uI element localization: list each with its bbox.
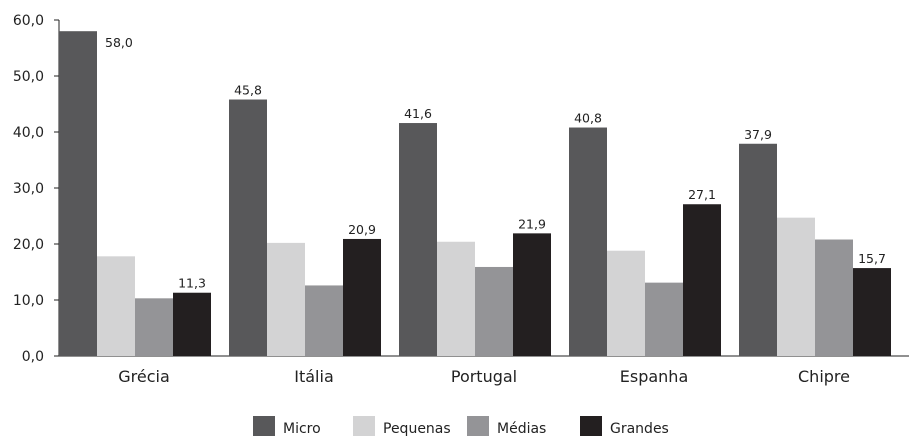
data-label-grandes-1: 20,9 <box>348 222 376 237</box>
y-tick-label: 0,0 <box>22 349 44 365</box>
y-tick-label: 60,0 <box>13 13 44 29</box>
bar-médias-3 <box>645 282 683 356</box>
bar-médias-2 <box>475 266 513 356</box>
legend-swatch <box>253 416 275 436</box>
legend-swatch <box>467 416 489 436</box>
legend-item-médias: Médias <box>467 416 546 436</box>
legend-label: Pequenas <box>383 421 451 436</box>
data-label-micro-4: 37,9 <box>744 127 772 142</box>
y-tick-label: 50,0 <box>13 69 44 85</box>
data-label-micro-3: 40,8 <box>574 111 602 126</box>
y-tick-label: 10,0 <box>13 293 44 309</box>
bar-grandes-1 <box>343 238 381 356</box>
category-label: Portugal <box>451 367 517 386</box>
bar-pequenas-4 <box>777 217 815 356</box>
category-labels: Grécia Itália Portugal Espanha Chipre <box>118 367 850 386</box>
data-label-grandes-3: 27,1 <box>688 187 716 202</box>
legend-item-micro: Micro <box>253 416 321 436</box>
legend-label: Micro <box>283 421 321 436</box>
legend-label: Grandes <box>610 421 669 436</box>
data-labels: 58,0 11,3 45,8 20,9 41,6 21,9 40,8 27,1 37,9 15,7 <box>105 35 886 291</box>
bars <box>59 31 891 357</box>
bar-micro-0 <box>59 31 97 356</box>
data-label-micro-1: 45,8 <box>234 83 262 98</box>
category-label: Espanha <box>620 367 689 386</box>
legend: Micro Pequenas Médias Grandes <box>253 416 669 436</box>
bar-micro-1 <box>229 99 267 357</box>
bar-pequenas-3 <box>607 250 645 356</box>
legend-item-grandes: Grandes <box>580 416 669 436</box>
bar-pequenas-1 <box>267 242 305 356</box>
legend-item-pequenas: Pequenas <box>353 416 451 436</box>
bar-micro-4 <box>739 143 777 356</box>
bar-micro-3 <box>569 127 607 357</box>
bar-médias-0 <box>135 298 173 356</box>
data-label-grandes-0: 11,3 <box>178 276 206 291</box>
data-label-micro-0: 58,0 <box>105 35 133 50</box>
y-tick-label: 40,0 <box>13 125 44 141</box>
bar-grandes-0 <box>173 292 211 356</box>
bar-grandes-2 <box>513 233 551 356</box>
y-axis-ticks: 0,0 10,0 20,0 30,0 40,0 50,0 60,0 <box>13 13 59 365</box>
category-label: Chipre <box>798 367 850 386</box>
category-label: Itália <box>294 367 334 386</box>
legend-swatch <box>353 416 375 436</box>
bar-micro-2 <box>399 123 437 356</box>
bar-pequenas-2 <box>437 241 475 356</box>
data-label-micro-2: 41,6 <box>404 106 432 121</box>
data-label-grandes-4: 15,7 <box>858 251 886 266</box>
bar-grandes-3 <box>683 204 721 356</box>
bar-médias-4 <box>815 239 853 356</box>
bar-médias-1 <box>305 285 343 356</box>
y-tick-label: 30,0 <box>13 181 44 197</box>
legend-label: Médias <box>497 421 546 436</box>
legend-swatch <box>580 416 602 436</box>
bar-grandes-4 <box>853 268 891 356</box>
bar-pequenas-0 <box>97 256 135 356</box>
y-tick-label: 20,0 <box>13 237 44 253</box>
data-label-grandes-2: 21,9 <box>518 216 546 231</box>
category-label: Grécia <box>118 367 170 386</box>
